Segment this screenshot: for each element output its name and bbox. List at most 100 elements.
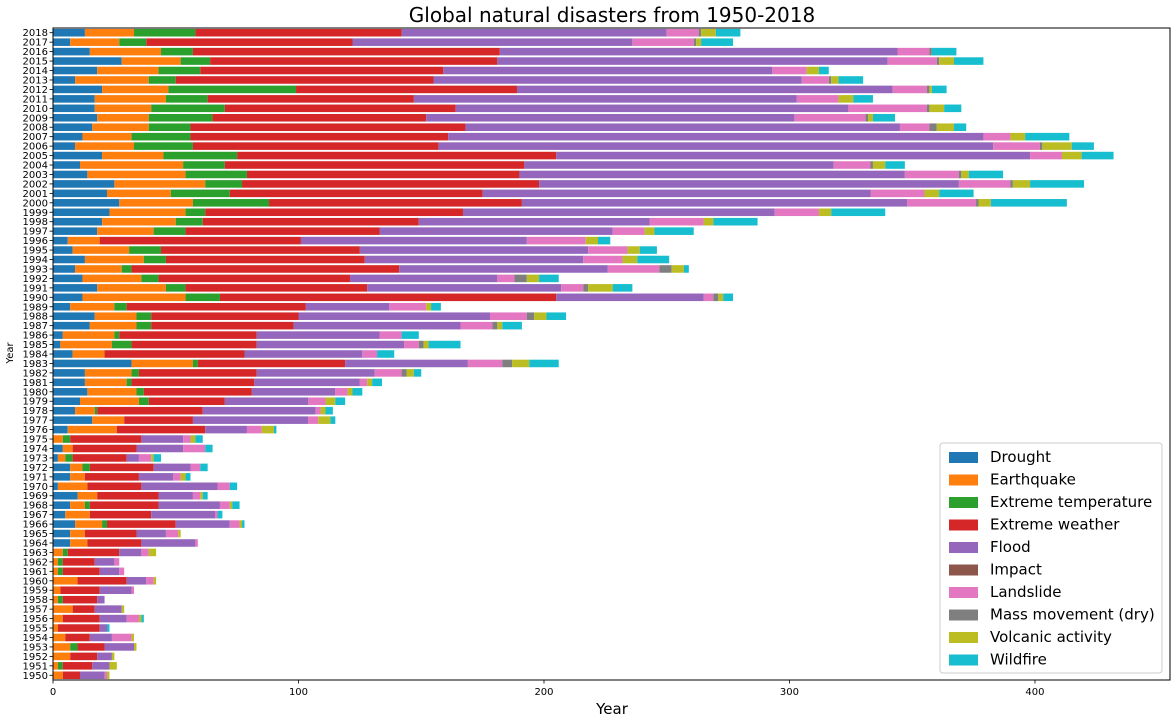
bar-segment: [217, 510, 223, 519]
bar-segment: [195, 539, 198, 547]
y-tick-label: 2004: [23, 161, 48, 172]
y-tick-label: 1958: [23, 595, 48, 606]
bar-segment: [62, 595, 98, 604]
bar-segment: [497, 274, 515, 283]
bar-segment: [146, 577, 154, 585]
y-tick-label: 1989: [23, 302, 48, 313]
y-tick-label: 2013: [23, 75, 48, 86]
bar-segment: [77, 643, 105, 651]
bar-segment: [256, 369, 375, 377]
bar-segment: [828, 76, 832, 84]
bar-segment: [526, 236, 586, 245]
bar-segment: [97, 284, 166, 292]
y-tick-label: 2007: [23, 132, 48, 143]
bar-segment: [94, 406, 98, 415]
bar-segment: [305, 302, 390, 311]
bar-segment: [183, 435, 191, 443]
bar-segment: [53, 662, 58, 670]
bar-segment: [136, 529, 166, 538]
bar-segment: [482, 189, 871, 198]
bar-segment: [583, 284, 589, 292]
bar-segment: [136, 312, 152, 320]
bar-segment: [141, 614, 144, 623]
bar-segment: [961, 170, 969, 179]
bar-segment: [526, 312, 535, 320]
bar-segment: [347, 388, 353, 396]
y-tick-label: 1974: [23, 444, 48, 455]
bar-segment: [192, 491, 201, 500]
bar-segment: [82, 463, 90, 472]
bar-segment: [53, 425, 68, 434]
bar-segment: [192, 359, 198, 368]
bar-segment: [644, 227, 655, 235]
bar-segment: [872, 113, 896, 122]
bar-segment: [70, 539, 88, 547]
bar-segment: [53, 293, 83, 302]
bar-segment: [104, 350, 245, 358]
bar-segment: [190, 123, 466, 131]
y-tick-label: 2005: [23, 151, 48, 162]
chart-title: Global natural disasters from 1950-2018: [409, 3, 815, 27]
bar-segment: [84, 369, 132, 377]
y-tick-label: 1959: [23, 586, 48, 597]
bar-segment: [924, 189, 940, 198]
bar-segment: [53, 520, 76, 528]
bar-segment: [534, 312, 547, 320]
bar-segment: [1010, 132, 1026, 141]
bar-segment: [229, 482, 238, 491]
bar-segment: [62, 548, 68, 557]
bar-segment: [865, 113, 869, 122]
y-tick-label: 2009: [23, 113, 48, 124]
y-tick-label: 1978: [23, 406, 48, 417]
bar-segment: [205, 425, 247, 434]
bar-segment: [60, 340, 112, 349]
bar-segment: [205, 208, 463, 217]
bar-segment: [84, 28, 135, 37]
bar-segment: [136, 321, 152, 330]
bar-segment: [57, 624, 100, 632]
y-tick-label: 1997: [23, 227, 48, 238]
y-tick-label: 1950: [23, 671, 48, 682]
bar-segment: [94, 104, 152, 113]
bar-segment: [121, 265, 132, 273]
bar-segment: [612, 284, 633, 292]
bar-segment: [62, 671, 81, 680]
bar-segment: [97, 406, 203, 415]
bar-segment: [87, 539, 142, 547]
bar-segment: [62, 614, 100, 623]
bar-segment: [170, 189, 230, 198]
bar-segment: [99, 614, 127, 623]
bar-segment: [158, 491, 193, 500]
bar-segment: [141, 435, 184, 443]
bar-segment: [232, 501, 240, 509]
bar-segment: [293, 321, 461, 330]
y-tick-label: 1985: [23, 340, 48, 351]
bar-segment: [907, 199, 977, 207]
bar-segment: [70, 463, 83, 472]
bar-segment: [109, 662, 117, 670]
bar-segment: [119, 199, 193, 207]
bar-segment: [715, 28, 741, 37]
bar-segment: [210, 57, 498, 65]
bar-segment: [53, 671, 63, 680]
y-tick-label: 2003: [23, 170, 48, 181]
bar-segment: [82, 274, 142, 283]
bar-segment: [585, 236, 598, 245]
bar-segment: [175, 76, 434, 84]
bar-segment: [82, 293, 186, 302]
legend-swatch: [949, 497, 978, 508]
y-tick-label: 1982: [23, 368, 48, 379]
bar-segment: [131, 378, 255, 387]
bar-segment: [489, 312, 527, 320]
bar-segment: [131, 265, 400, 273]
bar-segment: [801, 76, 829, 84]
bar-segment: [833, 161, 871, 169]
bar-segment: [53, 57, 122, 65]
bar-segment: [693, 38, 697, 46]
bar-segment: [404, 340, 419, 349]
bar-segment: [389, 302, 427, 311]
y-tick-label: 1964: [23, 538, 48, 549]
bar-segment: [94, 312, 137, 320]
bar-segment: [521, 199, 908, 207]
bar-segment: [418, 217, 650, 226]
